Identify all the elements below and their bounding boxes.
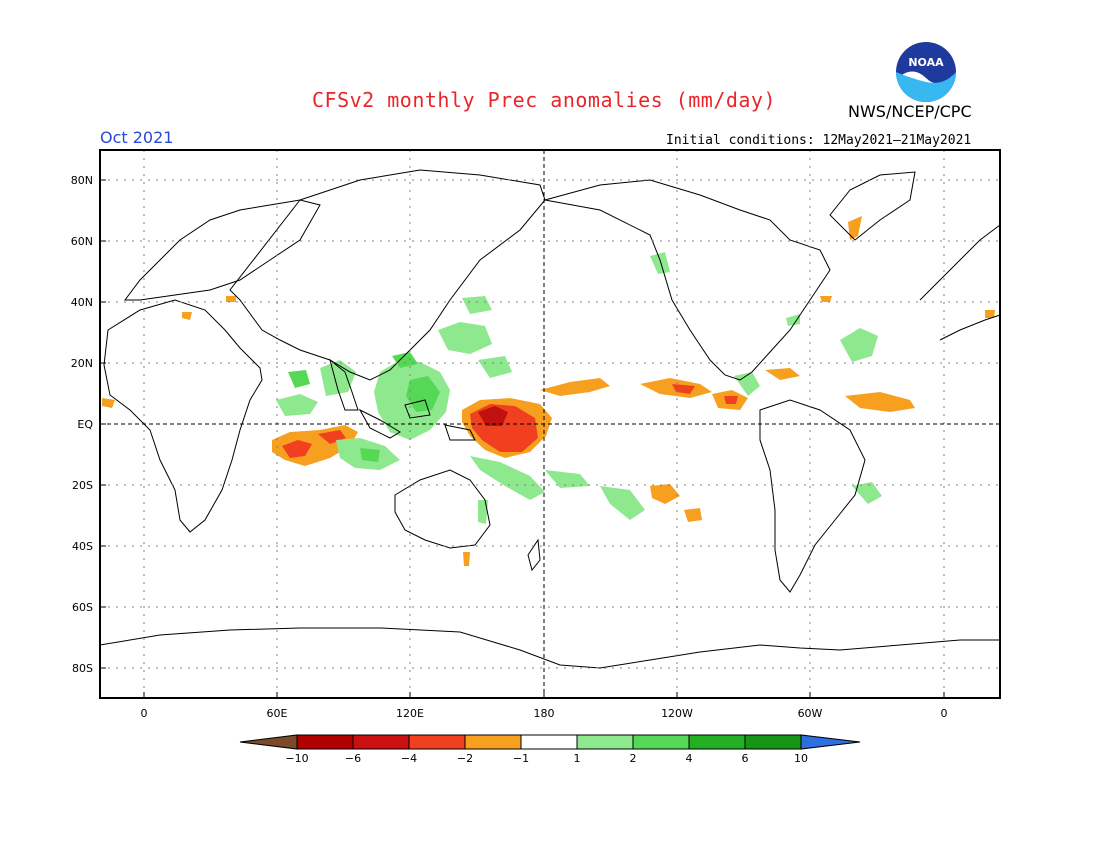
colorbar-label: 1 [574,752,581,765]
colorbar-swatch [576,734,634,750]
colorbar-label: 4 [686,752,693,765]
colorbar: −10 −6 −4 −2 −1 1 2 4 6 10 [239,734,861,765]
lat-label: 40N [71,296,93,309]
lon-label: 180 [534,707,555,720]
lat-label: 60N [71,235,93,248]
colorbar-swatch [744,734,802,750]
anomaly-shading [102,216,995,566]
colorbar-label: −6 [345,752,361,765]
lat-label: 60S [72,601,93,614]
map-title: CFSv2 monthly Prec anomalies (mm/day) [312,88,777,112]
colorbar-swatch [688,734,746,750]
colorbar-arrow-high [800,734,861,750]
lat-label: 40S [72,540,93,553]
colorbar-swatch [464,734,522,750]
agency-label: NWS/NCEP/CPC [848,102,972,121]
colorbar-label: −1 [513,752,529,765]
logo-text: NOAA [908,56,944,69]
colorbar-label: 10 [794,752,808,765]
longitude-labels: 0 60E 120E 180 120W 60W 0 [141,707,948,720]
colorbar-swatch [632,734,690,750]
colorbar-label: 2 [630,752,637,765]
coastlines [99,169,1001,669]
colorbar-label: −10 [285,752,308,765]
colorbar-label: −2 [457,752,473,765]
colorbar-label: 6 [742,752,749,765]
lon-label: 120E [396,707,424,720]
lat-label: EQ [77,418,93,431]
lon-label: 0 [141,707,148,720]
tick-marks [100,179,945,698]
latitude-labels: 80N 60N 40N 20N EQ 20S 40S 60S 80S [71,174,94,675]
noaa-logo: NOAA [896,42,956,102]
colorbar-label: −4 [401,752,417,765]
valid-month-label: Oct 2021 [100,128,174,147]
colorbar-swatch [408,734,466,750]
colorbar-swatch [296,734,354,750]
lon-label: 120W [661,707,693,720]
lat-label: 20S [72,479,93,492]
colorbar-swatch [352,734,410,750]
lat-label: 80S [72,662,93,675]
lat-label: 80N [71,174,93,187]
lon-label: 60W [798,707,823,720]
lat-label: 20N [71,357,93,370]
lon-label: 0 [941,707,948,720]
equator-dateline [100,150,1000,698]
initial-conditions-label: Initial conditions: 12May2021–21May2021 [666,133,972,148]
lon-label: 60E [267,707,288,720]
colorbar-swatch [520,734,578,750]
colorbar-arrow-low [239,734,298,750]
